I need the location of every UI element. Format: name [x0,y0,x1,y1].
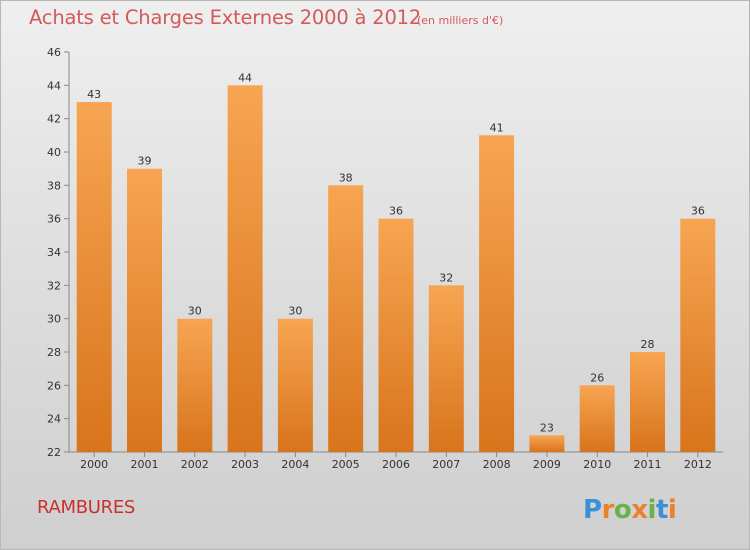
y-tick-label: 24 [47,413,61,426]
x-tick-label-2001: 2001 [130,458,158,471]
y-tick-label: 28 [47,346,61,359]
x-tick-label-2009: 2009 [533,458,561,471]
bar-2001 [127,168,162,452]
bar-2007 [428,285,464,452]
y-tick-label: 22 [47,446,61,459]
data-label-2000: 43 [87,88,101,101]
bar-2012 [680,218,716,452]
y-tick-label: 30 [47,313,61,326]
data-label-2012: 36 [691,205,705,218]
data-label-2007: 32 [439,271,453,284]
x-tick-label-2010: 2010 [583,458,611,471]
bar-2005 [328,185,364,453]
y-tick-label: 40 [47,146,61,159]
proxiti-logo: Proxiti [583,495,677,525]
data-label-2005: 38 [339,171,353,184]
y-tick-label: 26 [47,379,61,392]
x-tick-label-2006: 2006 [382,458,410,471]
x-tick-label-2003: 2003 [231,458,259,471]
bar-2008 [479,135,515,453]
bar-2009 [529,435,565,452]
y-tick-label: 46 [47,46,61,59]
data-label-2011: 28 [641,338,655,351]
x-tick-label-2005: 2005 [332,458,360,471]
y-tick-label: 38 [47,179,61,192]
x-tick-label-2002: 2002 [181,458,209,471]
x-tick-label-2011: 2011 [634,458,662,471]
y-tick-label: 42 [47,113,61,126]
svg-text:Proxiti: Proxiti [583,495,676,525]
x-tick-label-2000: 2000 [80,458,108,471]
data-label-2010: 26 [590,371,604,384]
y-tick-label: 32 [47,279,61,292]
y-tick-label: 34 [47,246,61,259]
y-tick-label: 44 [47,79,61,92]
bar-2002 [177,318,213,452]
data-label-2003: 44 [238,71,252,84]
bar-2010 [579,385,615,452]
bar-2011 [630,352,665,452]
data-label-2008: 41 [490,121,504,134]
bar-2004 [277,318,313,452]
data-label-2004: 30 [288,305,302,318]
data-label-2001: 39 [137,155,151,168]
y-tick-label: 36 [47,213,61,226]
x-tick-label-2012: 2012 [684,458,712,471]
chart-bars: 43 39 30 44 30 38 36 32 41 23 26 28 36 [76,71,716,453]
data-label-2002: 30 [188,305,202,318]
bar-2003 [227,85,263,453]
data-label-2009: 23 [540,421,554,434]
chart-subtitle: (en milliers d'€) [417,14,504,27]
data-label-2006: 36 [389,205,403,218]
x-tick-label-2007: 2007 [432,458,460,471]
x-tick-label-2008: 2008 [483,458,511,471]
bar-2006 [378,218,414,452]
chart-title: Achats et Charges Externes 2000 à 2012 [29,6,422,29]
x-tick-label-2004: 2004 [281,458,309,471]
place-name: RAMBURES [37,497,136,518]
bar-2000 [76,102,112,452]
